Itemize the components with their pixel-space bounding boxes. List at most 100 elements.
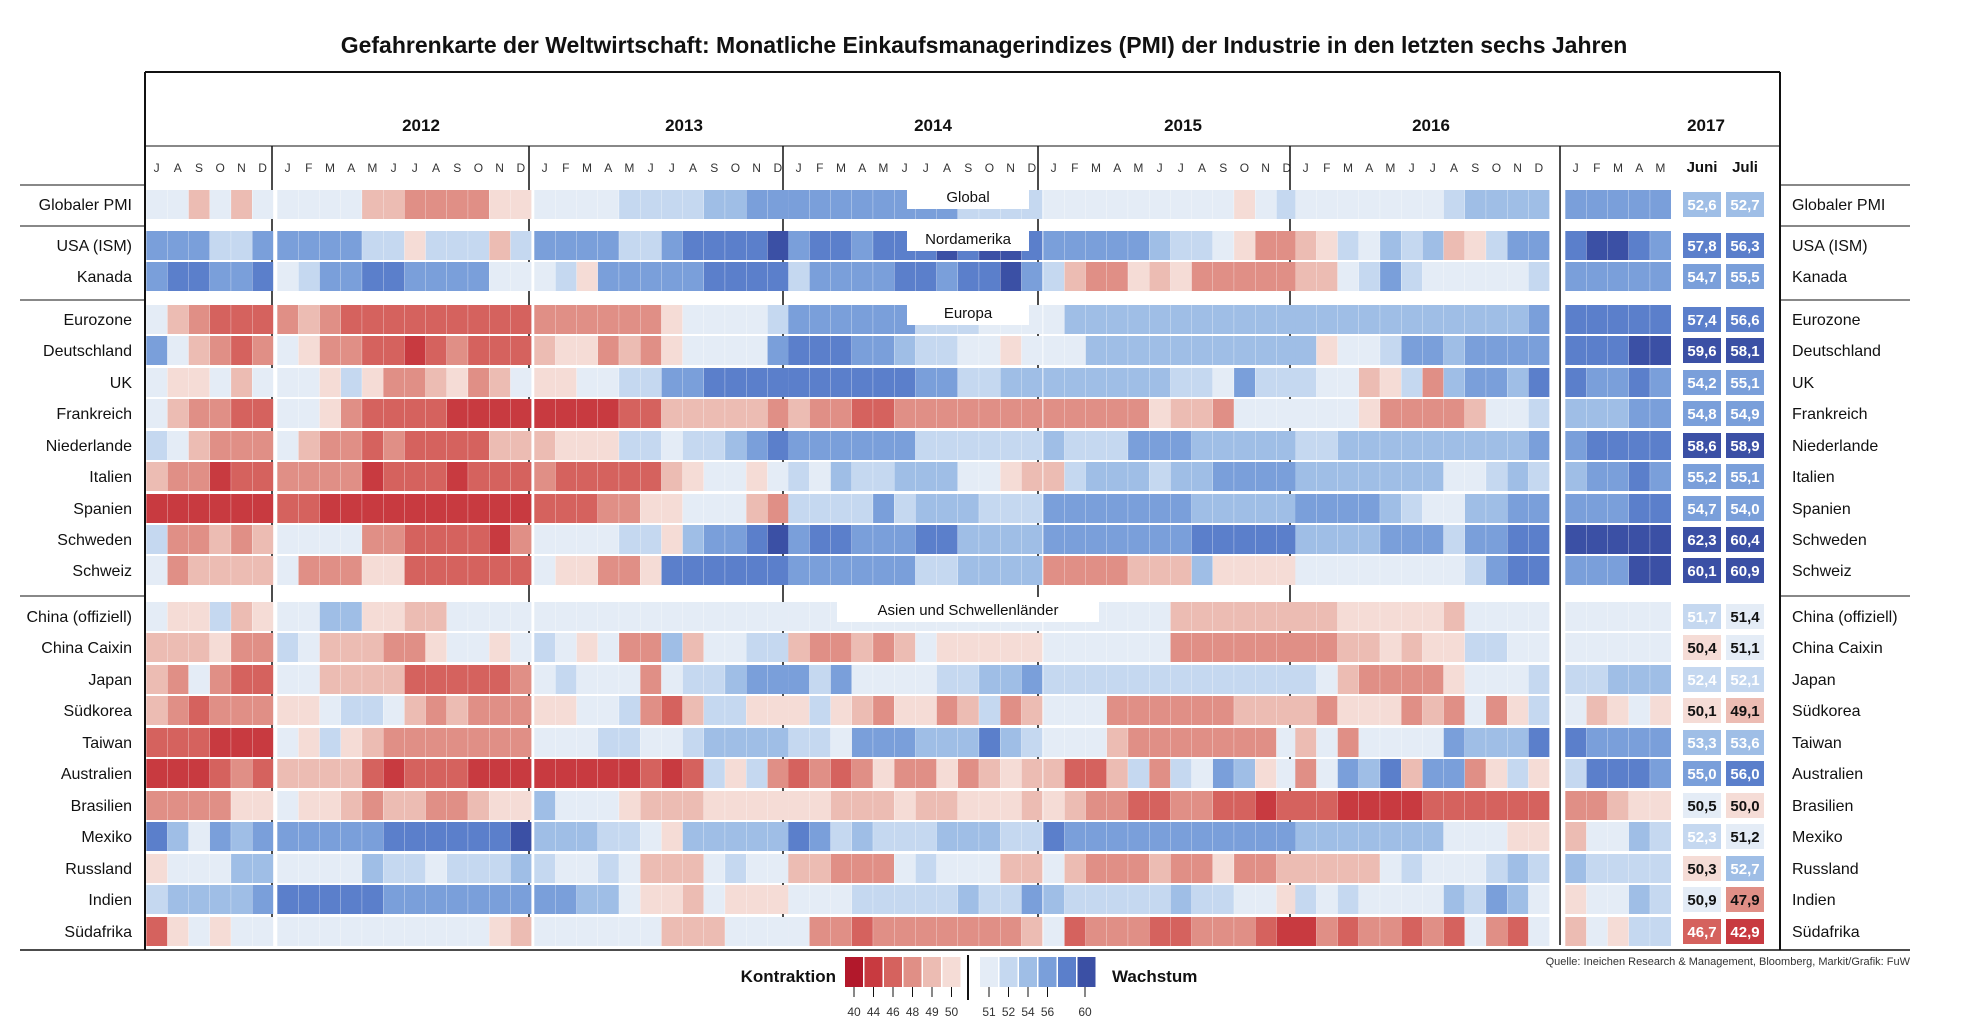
recent-box-july <box>1726 401 1764 426</box>
heatmap-cell <box>830 494 852 523</box>
heatmap-cell <box>277 368 299 397</box>
heatmap-cell <box>830 556 852 585</box>
heatmap-cell <box>640 759 662 788</box>
heatmap-cell <box>1316 822 1338 851</box>
heatmap-cell <box>383 791 405 820</box>
heatmap-cell <box>915 494 937 523</box>
legend-contraction-label: Kontraktion <box>741 967 836 986</box>
heatmap-cell <box>167 854 189 883</box>
heatmap-cell <box>1650 791 1671 820</box>
row-label-left: Deutschland <box>43 343 132 360</box>
heatmap-cell <box>1255 399 1277 428</box>
heatmap-cell <box>1085 431 1107 460</box>
heatmap-cell <box>1358 759 1380 788</box>
heatmap-cell <box>767 305 789 334</box>
heatmap-cell <box>209 262 231 291</box>
heatmap-cell <box>209 791 231 820</box>
heatmap-cell <box>767 190 789 219</box>
heatmap-cell <box>851 822 873 851</box>
heatmap-cell <box>1401 885 1423 914</box>
heatmap-cell <box>1021 556 1043 585</box>
month-label: J <box>923 161 929 175</box>
month-label: J <box>1051 161 1057 175</box>
heatmap-cell <box>1628 791 1650 820</box>
heatmap-cell <box>1358 791 1380 820</box>
heatmap-cell <box>1650 399 1671 428</box>
recent-box-june <box>1683 793 1721 818</box>
heatmap-cell <box>1464 822 1486 851</box>
heatmap-cell <box>851 494 873 523</box>
heatmap-cell <box>425 399 447 428</box>
heatmap-cell <box>788 525 810 554</box>
heatmap-cell <box>851 885 873 914</box>
heatmap-cell <box>340 854 362 883</box>
heatmap-cell <box>640 190 662 219</box>
heatmap-cell <box>661 494 683 523</box>
legend-tick-label: 40 <box>847 1005 861 1019</box>
heatmap-cell <box>209 305 231 334</box>
heatmap-cell <box>725 462 746 491</box>
heatmap-cell <box>725 854 746 883</box>
heatmap-cell <box>1295 728 1317 757</box>
heatmap-cell <box>873 633 894 662</box>
heatmap-cell <box>1607 665 1629 694</box>
group-label: Europa <box>944 305 993 322</box>
heatmap-cell <box>298 399 320 428</box>
heatmap-cell <box>1528 231 1550 260</box>
heatmap-cell <box>277 822 299 851</box>
heatmap-cell <box>1316 665 1338 694</box>
heatmap-cell <box>1234 602 1255 631</box>
heatmap-cell <box>894 525 916 554</box>
heatmap-cell <box>1486 728 1507 757</box>
heatmap-cell <box>1276 917 1298 946</box>
heatmap-cell <box>1422 336 1444 365</box>
heatmap-cell <box>1128 854 1149 883</box>
heatmap-cell <box>1064 262 1086 291</box>
heatmap-cell <box>1276 822 1298 851</box>
heatmap-cell <box>1464 791 1486 820</box>
heatmap-cell <box>725 696 746 725</box>
month-label: A <box>858 161 866 175</box>
heatmap-cell <box>619 262 640 291</box>
heatmap-cell <box>1295 305 1317 334</box>
heatmap-cell <box>1064 368 1086 397</box>
heatmap-cell <box>1443 494 1465 523</box>
recent-box-july <box>1726 264 1764 289</box>
heatmap-cell <box>1021 633 1043 662</box>
heatmap-cell <box>1234 368 1255 397</box>
heatmap-cell <box>1043 525 1065 554</box>
heatmap-cell <box>1295 759 1317 788</box>
heatmap-cell <box>319 431 341 460</box>
heatmap-cell <box>1422 494 1444 523</box>
heatmap-cell <box>1128 368 1149 397</box>
heatmap-cell <box>1043 336 1065 365</box>
heatmap-cell <box>1486 336 1507 365</box>
heatmap-cell <box>252 822 274 851</box>
row-label-right: Schweden <box>1792 532 1867 549</box>
heatmap-cell <box>534 336 556 365</box>
heatmap-cell <box>1234 633 1255 662</box>
heatmap-cell <box>1486 791 1507 820</box>
heatmap-cell <box>1043 854 1065 883</box>
heatmap-cell <box>277 431 299 460</box>
heatmap-cell <box>1443 822 1465 851</box>
heatmap-cell <box>1586 494 1608 523</box>
heatmap-cell <box>682 231 704 260</box>
heatmap-cell <box>340 399 362 428</box>
heatmap-cell <box>1565 854 1587 883</box>
heatmap-cell <box>231 822 252 851</box>
heatmap-cell <box>809 494 831 523</box>
heatmap-cell <box>1128 190 1149 219</box>
heatmap-cell <box>1295 791 1317 820</box>
heatmap-cell <box>576 556 598 585</box>
heatmap-cell <box>1607 917 1629 946</box>
heatmap-cell <box>555 759 577 788</box>
heatmap-cell <box>1149 525 1171 554</box>
heatmap-cell <box>1000 556 1022 585</box>
heatmap-cell <box>1276 431 1298 460</box>
heatmap-cell <box>534 759 556 788</box>
heatmap-cell <box>362 854 383 883</box>
heatmap-cell <box>534 431 556 460</box>
heatmap-cell <box>661 696 683 725</box>
heatmap-cell <box>446 885 468 914</box>
